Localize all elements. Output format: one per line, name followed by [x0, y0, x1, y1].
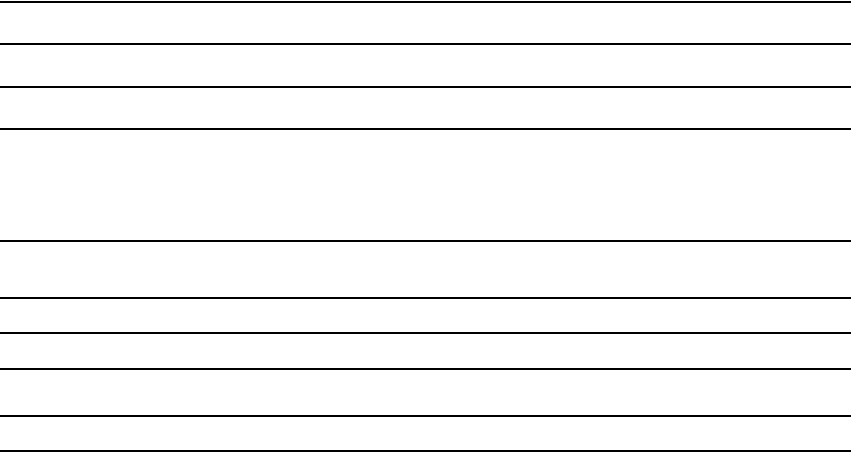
- table-row: [0, 370, 851, 415]
- table-row: [0, 242, 851, 297]
- rule-4: [0, 128, 851, 130]
- table-row: [0, 130, 851, 240]
- table-row: [0, 45, 851, 86]
- rule-2: [0, 43, 851, 45]
- table-row: [0, 417, 851, 450]
- rule-7: [0, 332, 851, 334]
- rule-5: [0, 240, 851, 242]
- rule-6: [0, 297, 851, 299]
- rule-10: [0, 450, 851, 452]
- table-row: [0, 334, 851, 368]
- table-row: [0, 299, 851, 332]
- rule-8: [0, 368, 851, 370]
- rule-1: [0, 1, 851, 3]
- table-row: [0, 88, 851, 128]
- table-row: [0, 3, 851, 43]
- rule-3: [0, 86, 851, 88]
- rule-9: [0, 415, 851, 417]
